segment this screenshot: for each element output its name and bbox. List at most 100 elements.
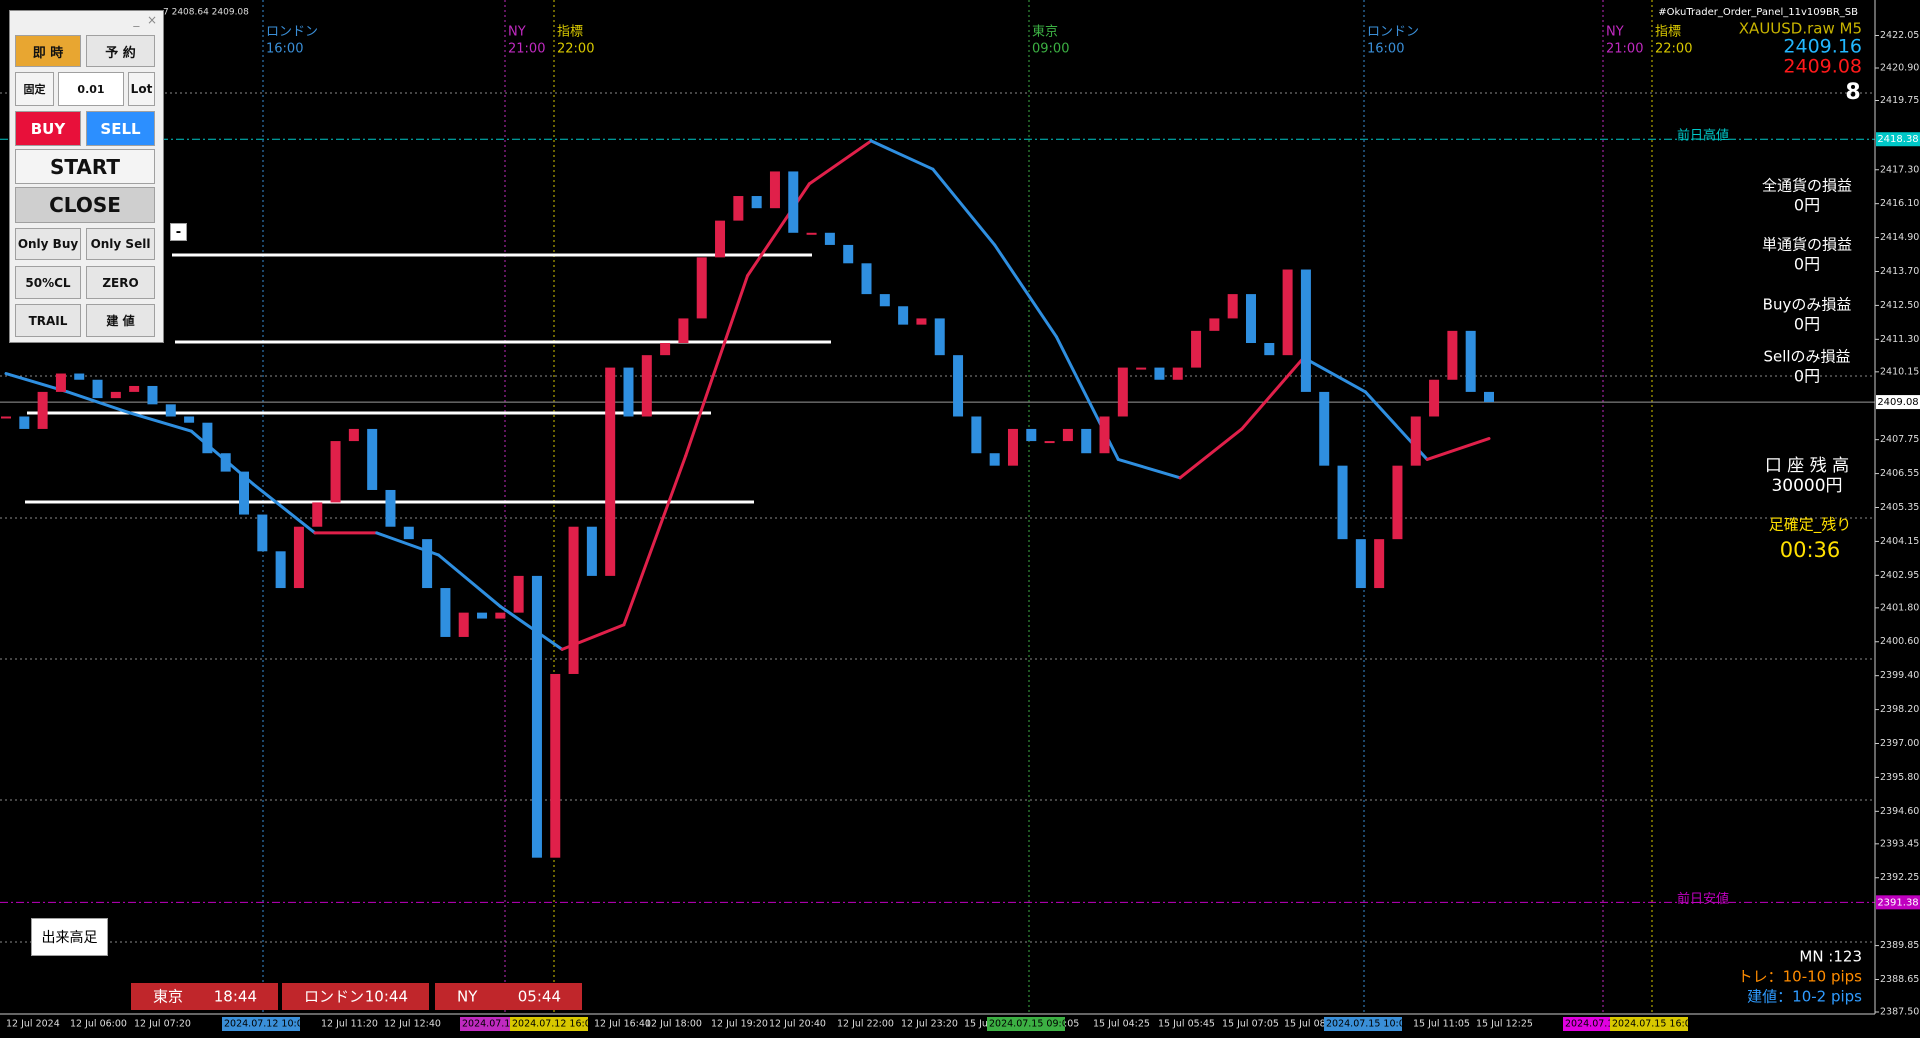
- y-tick-label: 2397.00: [1880, 738, 1919, 749]
- volume-button[interactable]: 出来高足: [31, 918, 108, 956]
- candle: [715, 220, 726, 258]
- session-clock: [131, 983, 278, 1010]
- session-clock-name: ロンドン: [304, 988, 364, 1006]
- window-controls[interactable]: _ ×: [133, 13, 157, 27]
- start-button[interactable]: START: [15, 149, 155, 184]
- half-close-button[interactable]: 50%CL: [15, 266, 81, 299]
- moving-average: [128, 411, 193, 433]
- candle: [660, 343, 671, 356]
- level-tag: [1876, 132, 1920, 147]
- pnl-value: 0円: [1794, 367, 1820, 386]
- balance: 30000円: [1771, 476, 1842, 496]
- level-label: 前日高値: [1677, 128, 1729, 144]
- y-tick-label: 2389.85: [1880, 940, 1919, 951]
- candle: [678, 318, 689, 344]
- support-lines: [25, 253, 831, 504]
- moving-average: [1425, 437, 1491, 461]
- candle: [440, 588, 451, 637]
- x-tick-label: :05: [1064, 1019, 1079, 1030]
- price-axis-bg: [1875, 0, 1920, 1038]
- y-tick-label: 2388.65: [1880, 974, 1919, 985]
- candle: [367, 428, 378, 490]
- time-highlight: [1324, 1017, 1402, 1031]
- candle: [751, 196, 762, 209]
- x-tick-label: 12 Jul 11:20: [321, 1019, 378, 1030]
- lot-label: Lot: [128, 72, 155, 106]
- y-tick-label: 2419.75: [1880, 95, 1919, 106]
- sell-button[interactable]: SELL: [86, 111, 155, 146]
- candle: [1465, 330, 1476, 392]
- candle: [129, 385, 140, 392]
- bid-tag: [1876, 395, 1920, 410]
- y-tick-label: 2420.90: [1880, 63, 1919, 74]
- candle: [824, 232, 835, 245]
- candle: [422, 539, 433, 589]
- y-tick-label: 2422.05: [1880, 30, 1919, 41]
- candle: [1117, 367, 1128, 417]
- candle: [1136, 367, 1147, 370]
- moving-average: [684, 274, 749, 458]
- trail-button[interactable]: TRAIL: [15, 304, 81, 337]
- only-buy-button[interactable]: Only Buy: [15, 228, 81, 260]
- lot-size-input[interactable]: 0.01: [58, 72, 124, 106]
- moving-average: [869, 139, 935, 171]
- x-tick-label: 2024.07.15 10:00: [1326, 1019, 1411, 1030]
- candle: [293, 526, 304, 589]
- candle: [1062, 428, 1073, 442]
- y-tick-label: 2407.75: [1880, 434, 1919, 445]
- candle: [275, 551, 286, 589]
- candle: [1429, 379, 1440, 417]
- collapse-button[interactable]: -: [170, 223, 187, 241]
- y-tick-label: 2402.95: [1880, 570, 1919, 581]
- instant-button[interactable]: 即 時: [15, 35, 81, 67]
- candle: [477, 612, 488, 619]
- candle: [312, 502, 323, 527]
- moving-average: [251, 482, 317, 535]
- candle: [458, 612, 469, 637]
- candle: [1392, 465, 1403, 540]
- breakeven-button[interactable]: 建 値: [86, 304, 155, 337]
- moving-average: [66, 390, 132, 415]
- x-tick-label: 2024.07.12 10:00: [224, 1019, 309, 1030]
- candle: [843, 244, 854, 264]
- zero-button[interactable]: ZERO: [86, 266, 155, 299]
- x-tick-label: 2024.07.15: [1565, 1019, 1619, 1030]
- reserve-button[interactable]: 予 約: [86, 35, 155, 67]
- x-tick-label: 12 Jul 07:20: [134, 1019, 191, 1030]
- candle: [861, 263, 872, 295]
- pnl-label: 単通貨の損益: [1762, 236, 1852, 254]
- time-highlight: [510, 1017, 588, 1031]
- candle: [550, 673, 561, 858]
- close-button[interactable]: CLOSE: [15, 187, 155, 223]
- candle: [385, 489, 396, 527]
- y-tick-label: 2404.15: [1880, 536, 1919, 547]
- order-panel: _ × 即 時予 約固定 0.01 Lot BUY SELL START CLOSE Only…: [9, 10, 164, 343]
- symbol: XAUUSD.raw M5: [1739, 20, 1862, 38]
- session-time: 16:00: [1367, 42, 1404, 57]
- candle: [1026, 428, 1037, 442]
- y-tick-label: 2410.15: [1880, 366, 1919, 377]
- y-tick-label: 2393.45: [1880, 838, 1919, 849]
- candle: [733, 196, 744, 221]
- session-time: 22:00: [1655, 42, 1692, 57]
- only-sell-button[interactable]: Only Sell: [86, 228, 155, 260]
- y-tick-label: 2395.80: [1880, 772, 1919, 783]
- session-name: 東京: [1032, 24, 1058, 40]
- y-tick-label: 2394.60: [1880, 806, 1919, 817]
- trail-setting: トレ：10-10 pips: [1738, 968, 1863, 986]
- candle: [513, 575, 524, 613]
- y-tick-label: 2406.55: [1880, 468, 1919, 479]
- y-tick-label: 2411.30: [1880, 334, 1919, 345]
- y-tick-label: 2414.90: [1880, 232, 1919, 243]
- y-tick-label: 2387.50: [1880, 1007, 1919, 1018]
- fixed-button[interactable]: 固定: [15, 72, 54, 106]
- moving-average: [746, 182, 811, 278]
- x-tick-label: 12 Jul 16:40: [594, 1019, 651, 1030]
- candle: [531, 575, 542, 858]
- x-tick-label: 12 Jul 23:20: [901, 1019, 958, 1030]
- candle: [1245, 294, 1256, 344]
- candle: [495, 612, 506, 619]
- buy-button[interactable]: BUY: [15, 111, 81, 146]
- candle: [623, 367, 634, 417]
